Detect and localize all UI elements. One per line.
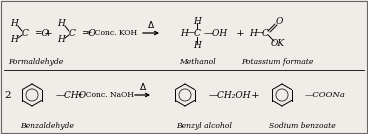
Text: C: C bbox=[194, 29, 201, 38]
Text: Δ: Δ bbox=[140, 83, 146, 92]
Text: —COONa: —COONa bbox=[305, 91, 346, 99]
Text: H: H bbox=[10, 36, 18, 44]
Text: 2: 2 bbox=[5, 90, 11, 100]
FancyBboxPatch shape bbox=[1, 1, 367, 133]
Text: —OH: —OH bbox=[204, 29, 228, 38]
Text: Potassium formate: Potassium formate bbox=[241, 58, 313, 66]
Text: Benzyl alcohol: Benzyl alcohol bbox=[176, 122, 232, 130]
Text: O: O bbox=[275, 18, 283, 27]
Text: H: H bbox=[57, 20, 65, 29]
Text: Sodium benzoate: Sodium benzoate bbox=[269, 122, 335, 130]
Text: + Conc. KOH: + Conc. KOH bbox=[86, 29, 138, 37]
Text: =O: =O bbox=[33, 29, 49, 38]
Text: C: C bbox=[22, 29, 28, 38]
Text: —CHO: —CHO bbox=[56, 90, 87, 100]
Text: OK: OK bbox=[271, 40, 285, 49]
Text: H: H bbox=[57, 36, 65, 44]
Text: —: — bbox=[255, 29, 263, 38]
Text: C: C bbox=[68, 29, 75, 38]
Text: H: H bbox=[180, 29, 188, 38]
Text: H: H bbox=[249, 29, 257, 38]
Text: +: + bbox=[251, 90, 259, 100]
Text: + Conc. NaOH: + Conc. NaOH bbox=[77, 91, 134, 99]
Text: =O: =O bbox=[81, 29, 95, 38]
Text: H: H bbox=[193, 16, 201, 25]
Text: C: C bbox=[262, 29, 268, 38]
Text: +: + bbox=[44, 29, 52, 38]
Text: H: H bbox=[193, 40, 201, 49]
Text: Δ: Δ bbox=[148, 21, 154, 31]
Text: Formaldehyde: Formaldehyde bbox=[8, 58, 64, 66]
Text: —CH₂OH: —CH₂OH bbox=[209, 90, 252, 100]
Text: H: H bbox=[10, 20, 18, 29]
Text: Benzaldehyde: Benzaldehyde bbox=[20, 122, 74, 130]
Text: Methanol: Methanol bbox=[178, 58, 215, 66]
Text: —: — bbox=[185, 29, 195, 38]
Text: +: + bbox=[236, 29, 244, 38]
